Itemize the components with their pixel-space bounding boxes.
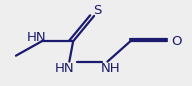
Text: O: O xyxy=(171,35,182,48)
Text: HN: HN xyxy=(55,62,74,75)
Text: HN: HN xyxy=(27,31,47,44)
Text: S: S xyxy=(93,4,101,17)
Text: NH: NH xyxy=(100,62,120,75)
